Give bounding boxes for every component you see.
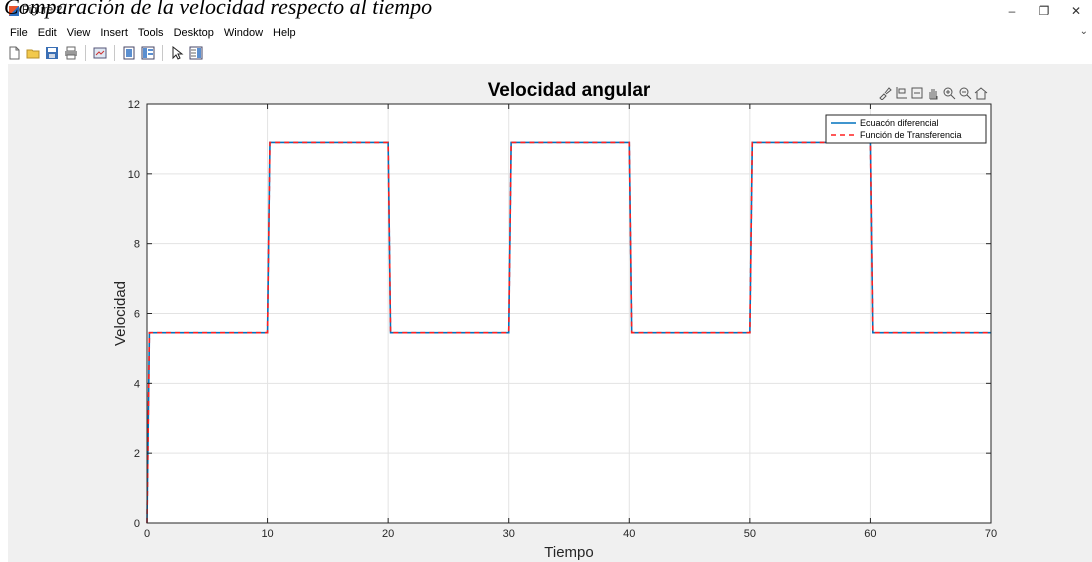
toolbar-separator bbox=[114, 45, 115, 61]
x-tick-label: 20 bbox=[382, 528, 394, 540]
matlab-logo-icon bbox=[9, 6, 19, 16]
restore-button[interactable]: ❐ bbox=[1038, 4, 1050, 18]
x-tick-label: 70 bbox=[985, 528, 997, 540]
pan-icon[interactable] bbox=[925, 85, 940, 101]
x-tick-label: 50 bbox=[744, 528, 756, 540]
save-icon[interactable] bbox=[44, 45, 60, 61]
chart-title: Velocidad angular bbox=[488, 80, 651, 101]
edit-plot-arrow-icon[interactable] bbox=[169, 45, 185, 61]
legend-label-2: Función de Transferencia bbox=[860, 130, 962, 140]
open-property-inspector-icon[interactable] bbox=[188, 45, 204, 61]
close-button[interactable]: ✕ bbox=[1070, 4, 1082, 18]
show-plot-tools-icon[interactable] bbox=[140, 45, 156, 61]
menu-edit[interactable]: Edit bbox=[37, 27, 57, 39]
new-figure-icon[interactable] bbox=[6, 45, 22, 61]
axes-toolbar bbox=[877, 85, 988, 101]
window-title-bar: Figure 2 – ❐ ✕ bbox=[0, 0, 1092, 22]
x-tick-label: 30 bbox=[503, 528, 515, 540]
hide-plot-tools-icon[interactable] bbox=[121, 45, 137, 61]
y-tick-label: 12 bbox=[128, 99, 140, 111]
menu-file[interactable]: File bbox=[10, 27, 28, 39]
menu-window[interactable]: Window bbox=[223, 27, 264, 39]
y-axis-label: Velocidad bbox=[112, 281, 129, 346]
x-tick-label: 40 bbox=[623, 528, 635, 540]
link-plot-icon[interactable] bbox=[92, 45, 108, 61]
menu-desktop[interactable]: Desktop bbox=[173, 27, 214, 39]
brush-icon[interactable] bbox=[877, 85, 892, 101]
legend-label-1: Ecuacón diferencial bbox=[860, 118, 939, 128]
minimize-button[interactable]: – bbox=[1008, 4, 1016, 18]
zoom-in-icon[interactable] bbox=[941, 85, 956, 101]
y-tick-label: 2 bbox=[134, 448, 140, 460]
legend-box bbox=[825, 114, 987, 144]
figure-toolbar bbox=[6, 43, 204, 63]
menu-insert[interactable]: Insert bbox=[100, 27, 128, 39]
print-icon[interactable] bbox=[63, 45, 79, 61]
menu-tools[interactable]: Tools bbox=[137, 27, 164, 39]
y-tick-label: 6 bbox=[134, 309, 140, 321]
page-caption: Comparación de la velocidad respecto al … bbox=[4, 0, 433, 19]
data-tips-icon[interactable] bbox=[893, 85, 908, 101]
home-icon[interactable] bbox=[973, 85, 988, 101]
x-tick-label: 60 bbox=[864, 528, 876, 540]
open-file-icon[interactable] bbox=[25, 45, 41, 61]
menu-view[interactable]: View bbox=[66, 27, 91, 39]
x-tick-label: 0 bbox=[144, 528, 150, 540]
toolbar-separator bbox=[162, 45, 163, 61]
restore-view-icon[interactable] bbox=[909, 85, 924, 101]
menu-help[interactable]: Help bbox=[273, 27, 296, 39]
x-tick-label: 10 bbox=[261, 528, 273, 540]
toolbar-separator bbox=[85, 45, 86, 61]
zoom-out-icon[interactable] bbox=[957, 85, 972, 101]
menu-bar: File Edit View Insert Tools Desktop Window Help bbox=[0, 24, 301, 42]
window-title: Figure 2 bbox=[22, 4, 63, 16]
y-tick-label: 8 bbox=[134, 239, 140, 251]
y-tick-label: 4 bbox=[134, 378, 140, 390]
y-tick-label: 10 bbox=[128, 169, 140, 181]
y-tick-label: 0 bbox=[134, 518, 140, 530]
menu-overflow-icon[interactable]: ⌄ bbox=[1079, 26, 1088, 37]
x-axis-label: Tiempo bbox=[544, 544, 593, 561]
